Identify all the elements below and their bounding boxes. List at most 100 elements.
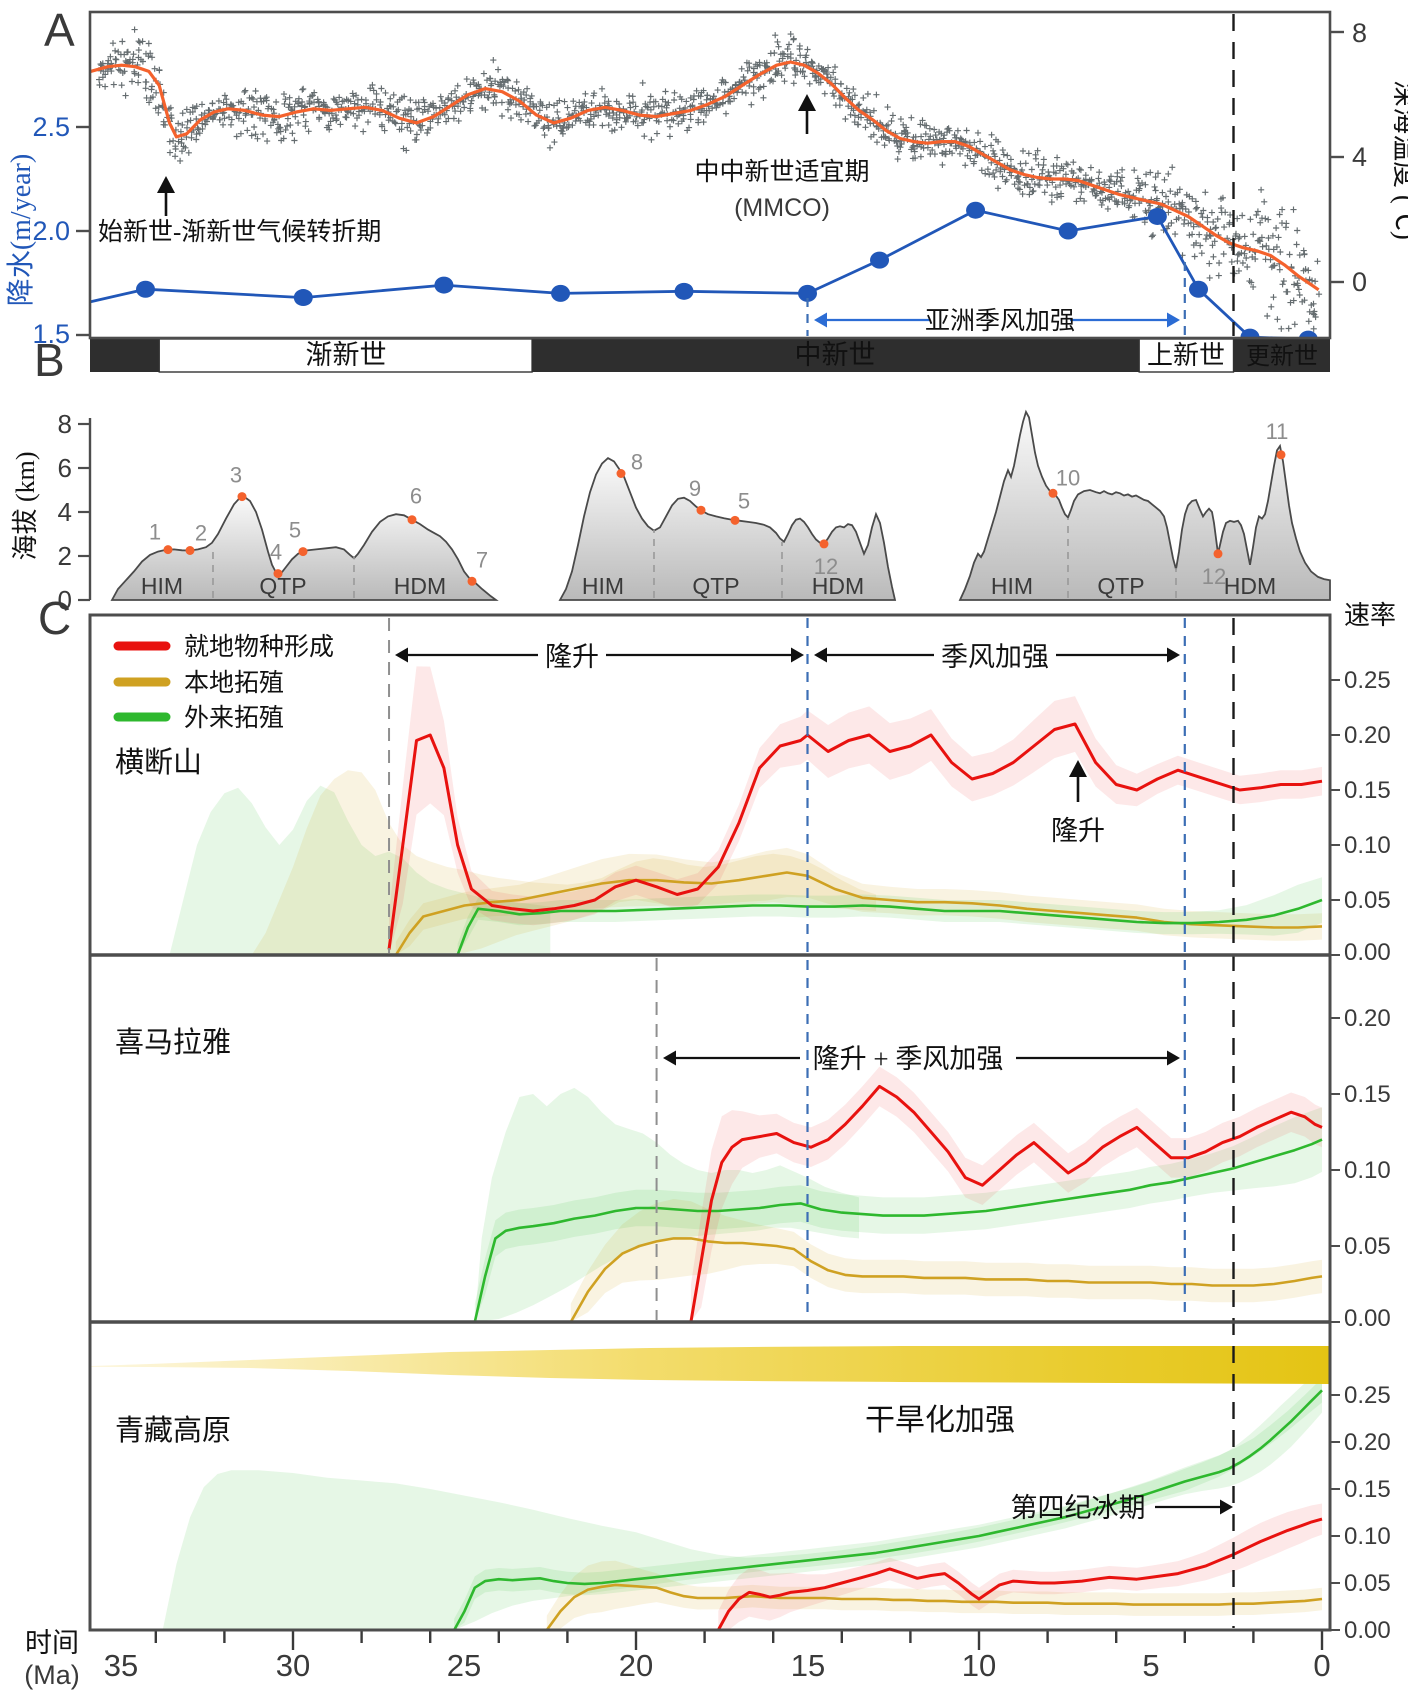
c2-tick-4: 0.00 bbox=[1344, 1305, 1391, 1332]
epoch-segment bbox=[158, 338, 533, 373]
c2-tick-3: 0.05 bbox=[1344, 1233, 1391, 1260]
b1-region-him: HIM bbox=[141, 573, 183, 599]
red-band bbox=[389, 666, 1322, 955]
precipitation-dot bbox=[551, 284, 571, 302]
subpanel-title-qtp: 青藏高原 bbox=[115, 1414, 231, 1447]
time-tick-25: 25 bbox=[447, 1648, 481, 1683]
asian-monsoon-annotation: 亚洲季风加强 bbox=[925, 307, 1075, 335]
b2-region-him: HIM bbox=[582, 573, 624, 599]
elevation-point bbox=[467, 576, 477, 586]
confidence-region bbox=[251, 770, 877, 955]
elevation-point-label: 9 bbox=[689, 476, 701, 501]
elevation-point-label: 2 bbox=[195, 521, 207, 546]
b1-region-hdm: HDM bbox=[394, 573, 446, 599]
arrowhead bbox=[814, 647, 827, 663]
arrowhead bbox=[1167, 1050, 1180, 1066]
c3-tick-2: 0.15 bbox=[1344, 1476, 1391, 1503]
epoch-segment bbox=[532, 339, 1140, 372]
time-axis-title-2: (Ma) bbox=[24, 1660, 80, 1690]
rate-axis-title: 速率 bbox=[1344, 601, 1396, 630]
epoch-bar-layer bbox=[90, 338, 1330, 373]
up-arrowhead bbox=[1069, 760, 1087, 777]
green-band bbox=[457, 877, 1323, 955]
c3-tick-4: 0.05 bbox=[1344, 1570, 1391, 1597]
aridification-wedge bbox=[91, 1346, 1329, 1384]
epoch-segment bbox=[90, 339, 160, 372]
green-rate-line bbox=[456, 898, 1323, 956]
confidence-region bbox=[474, 1087, 859, 1322]
monsoon-annotation: 季风加强 bbox=[941, 642, 1049, 672]
up-arrowhead bbox=[798, 94, 816, 111]
c1-tick-0: 0.25 bbox=[1344, 667, 1391, 694]
elevation-point bbox=[696, 505, 706, 515]
confidence-region bbox=[169, 785, 551, 955]
quaternary-glaciation-annotation: 第四纪冰期 bbox=[1011, 1493, 1146, 1523]
elevation-point-label: 1 bbox=[149, 520, 161, 545]
precipitation-dot bbox=[293, 289, 313, 307]
epoch-segment bbox=[1138, 338, 1235, 373]
legend-label-insitu: 就地物种形成 bbox=[184, 633, 334, 661]
legend-label-local: 本地拓殖 bbox=[184, 669, 284, 697]
b-tick-4: 4 bbox=[58, 497, 72, 527]
a-right-tick-0: 8 bbox=[1352, 18, 1367, 48]
mmco-annotation-line2: (MMCO) bbox=[734, 194, 830, 222]
elevation-point-label: 3 bbox=[230, 463, 242, 488]
panel-c-frame bbox=[88, 613, 1332, 1632]
arrowhead bbox=[791, 647, 804, 663]
arrowhead bbox=[1167, 312, 1180, 328]
precipitation-dot bbox=[870, 251, 890, 269]
b1-region-qtp: QTP bbox=[259, 573, 306, 599]
panel-c-label: C bbox=[38, 592, 71, 644]
b3-region-hdm: HDM bbox=[1224, 573, 1276, 599]
tan-band bbox=[546, 1560, 1322, 1630]
up-arrowhead bbox=[157, 176, 175, 193]
panel-b-label: B bbox=[34, 334, 65, 386]
c1-tick-2: 0.15 bbox=[1344, 777, 1391, 804]
elevation-point bbox=[237, 492, 247, 502]
c3-tick-3: 0.10 bbox=[1344, 1523, 1391, 1550]
a-left-tick-1: 2.0 bbox=[32, 216, 70, 246]
c1-tick-3: 0.10 bbox=[1344, 832, 1391, 859]
c1-tick-5: 0.00 bbox=[1344, 939, 1391, 966]
b-tick-0: 0 bbox=[58, 585, 72, 615]
time-tick-15: 15 bbox=[791, 1648, 825, 1683]
red-rate-line bbox=[689, 1084, 1323, 1323]
elevation-point bbox=[185, 546, 195, 555]
aridification-annotation: 干旱化加强 bbox=[865, 1404, 1015, 1437]
panel-c-layer bbox=[91, 666, 1340, 1631]
elevation-point-label: 11 bbox=[1266, 419, 1289, 444]
a-left-tick-0: 2.5 bbox=[32, 112, 70, 142]
precipitation-dot bbox=[1058, 222, 1078, 240]
elevation-point bbox=[273, 569, 283, 579]
time-tick-0: 0 bbox=[1313, 1648, 1330, 1683]
b2-region-hdm: HDM bbox=[812, 573, 864, 599]
panel-a-layer bbox=[76, 26, 1344, 348]
red-rate-line bbox=[387, 722, 1323, 950]
uplift-annotation: 隆升 bbox=[545, 642, 599, 672]
c2-tick-2: 0.10 bbox=[1344, 1157, 1391, 1184]
arrowhead bbox=[1167, 647, 1180, 663]
elevation-point-label: 6 bbox=[410, 484, 422, 509]
tan-band bbox=[570, 1199, 1322, 1322]
legend-label-external: 外来拓殖 bbox=[184, 704, 284, 732]
c3-tick-0: 0.25 bbox=[1344, 1382, 1391, 1409]
precipitation-dot bbox=[434, 276, 454, 294]
elevation-point bbox=[407, 515, 417, 525]
tan-rate-line bbox=[545, 1583, 1323, 1631]
green-rate-line bbox=[453, 1389, 1323, 1631]
b-tick-6: 6 bbox=[58, 453, 72, 483]
a-left-axis-title: 降水(m/year) bbox=[5, 154, 37, 306]
green-band bbox=[454, 1368, 1322, 1630]
c3-tick-1: 0.20 bbox=[1344, 1429, 1391, 1456]
precipitation-dot bbox=[1147, 207, 1167, 225]
c2-tick-1: 0.15 bbox=[1344, 1081, 1391, 1108]
time-tick-5: 5 bbox=[1142, 1648, 1159, 1683]
b-tick-8: 8 bbox=[58, 409, 72, 439]
elevation-point-label: 12 bbox=[814, 554, 838, 579]
precipitation-dot bbox=[798, 284, 817, 302]
b-tick-2: 2 bbox=[58, 541, 72, 571]
elevation-point bbox=[163, 545, 173, 555]
elevation-point-label: 12 bbox=[1202, 564, 1226, 589]
